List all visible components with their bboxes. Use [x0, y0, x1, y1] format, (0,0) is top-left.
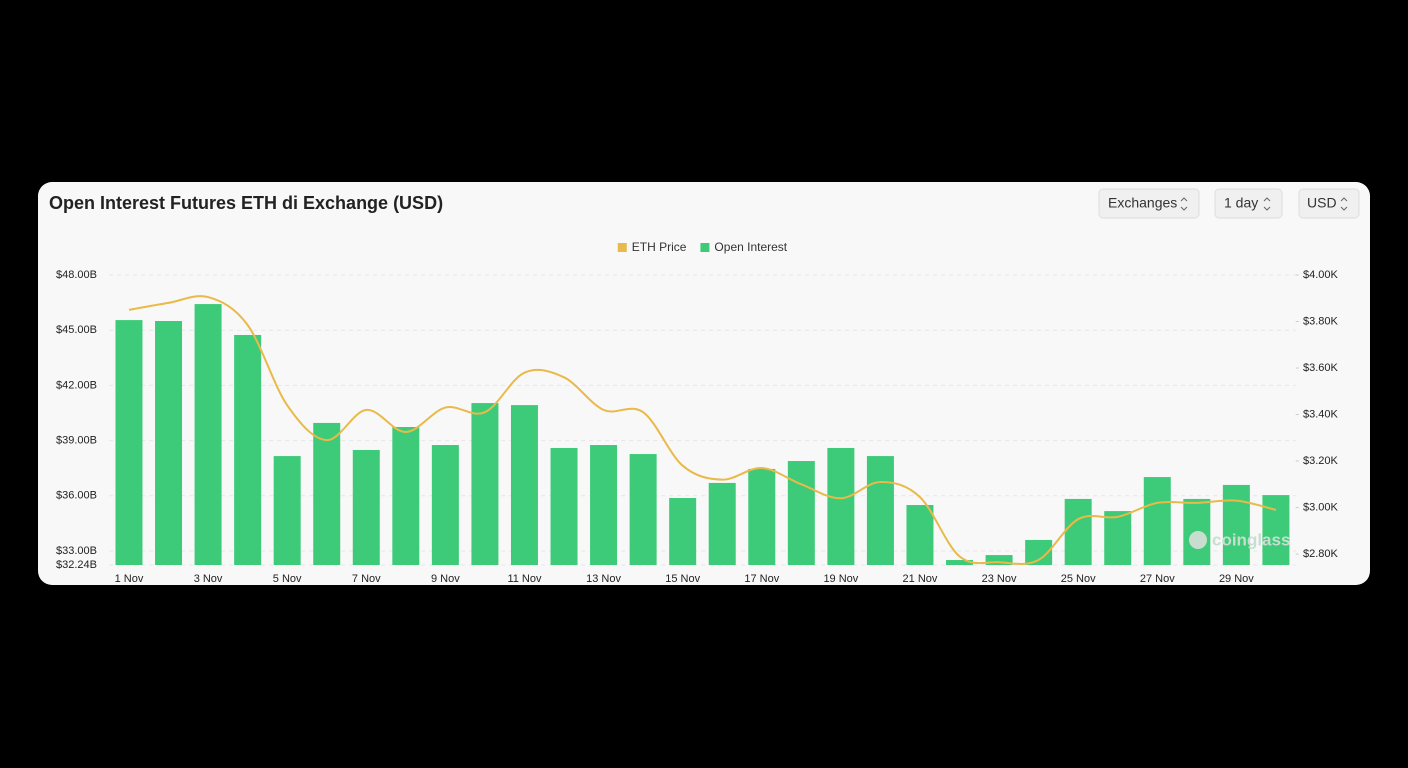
bar	[827, 447, 855, 565]
x-tick-label: 11 Nov	[507, 573, 542, 585]
x-tick-label: 25 Nov	[1061, 573, 1096, 585]
bar	[748, 468, 776, 565]
x-tick-label: 9 Nov	[431, 573, 460, 585]
dropdown[interactable]: Exchanges	[1098, 188, 1200, 219]
bar	[471, 403, 499, 565]
y-tick-label: $39.00B	[56, 435, 97, 447]
bar	[669, 498, 697, 565]
bar	[946, 560, 974, 565]
bar	[313, 422, 341, 565]
watermark: coinglass	[1212, 530, 1290, 549]
y-tick-label: $45.00B	[56, 324, 97, 336]
bar	[115, 320, 143, 565]
x-tick-label: 7 Nov	[352, 573, 381, 585]
bar	[431, 445, 459, 565]
bar	[1064, 498, 1092, 565]
legend-label: ETH Price	[632, 240, 687, 254]
dropdown-label[interactable]: 1 day	[1224, 195, 1258, 211]
y-tick-label: $33.00B	[56, 545, 97, 557]
x-tick-label: 17 Nov	[744, 573, 779, 585]
bar	[1222, 484, 1250, 565]
x-tick-label: 29 Nov	[1219, 573, 1254, 585]
bar	[787, 461, 815, 565]
bar	[866, 456, 894, 565]
y2-tick-label: $3.00K	[1303, 501, 1339, 513]
y2-tick-label: $4.00K	[1303, 269, 1339, 281]
chart-title: Open Interest Futures ETH di Exchange (U…	[49, 193, 443, 213]
y2-tick-label: $3.80K	[1303, 315, 1339, 327]
x-tick-label: 15 Nov	[665, 573, 700, 585]
dropdown-label[interactable]: Exchanges	[1108, 195, 1177, 211]
x-tick-label: 23 Nov	[982, 573, 1017, 585]
x-tick-label: 21 Nov	[903, 573, 938, 585]
price-line	[128, 295, 1277, 565]
x-tick-label: 5 Nov	[273, 573, 302, 585]
bar	[708, 482, 736, 565]
x-tick-label: 1 Nov	[115, 573, 144, 585]
bar	[392, 426, 420, 565]
legend-swatch	[617, 243, 627, 252]
bar	[273, 456, 301, 565]
x-tick-label: 19 Nov	[823, 573, 858, 585]
bar	[510, 405, 538, 565]
watermark-logo	[1189, 531, 1207, 549]
bar	[629, 454, 657, 565]
y-tick-label: $32.24B	[56, 559, 97, 571]
bar	[1104, 511, 1132, 565]
dropdown[interactable]: 1 day	[1214, 188, 1283, 219]
legend-swatch	[700, 243, 710, 252]
legend: ETH Price Open Interest	[617, 240, 788, 254]
bar	[352, 449, 380, 565]
y2-tick-label: $3.60K	[1303, 362, 1339, 374]
bar	[194, 304, 222, 565]
y-tick-label: $36.00B	[56, 490, 97, 502]
y2-tick-label: $3.20K	[1303, 455, 1339, 467]
y2-tick-label: $3.40K	[1303, 408, 1339, 420]
bar	[590, 445, 618, 565]
x-tick-label: 13 Nov	[586, 573, 621, 585]
bar	[155, 321, 183, 565]
y2-tick-label: $2.80K	[1303, 548, 1339, 560]
x-tick-label: 3 Nov	[194, 573, 223, 585]
y-tick-label: $42.00B	[56, 379, 97, 391]
y-tick-label: $48.00B	[56, 269, 97, 281]
bar	[550, 447, 578, 565]
bar	[906, 505, 934, 565]
legend-label: Open Interest	[714, 240, 787, 254]
bar	[985, 555, 1013, 565]
bar	[234, 334, 262, 565]
dropdown-label[interactable]: USD	[1307, 195, 1337, 211]
bar	[1143, 477, 1171, 565]
x-tick-label: 27 Nov	[1140, 573, 1175, 585]
dropdown[interactable]: USD	[1298, 188, 1360, 219]
